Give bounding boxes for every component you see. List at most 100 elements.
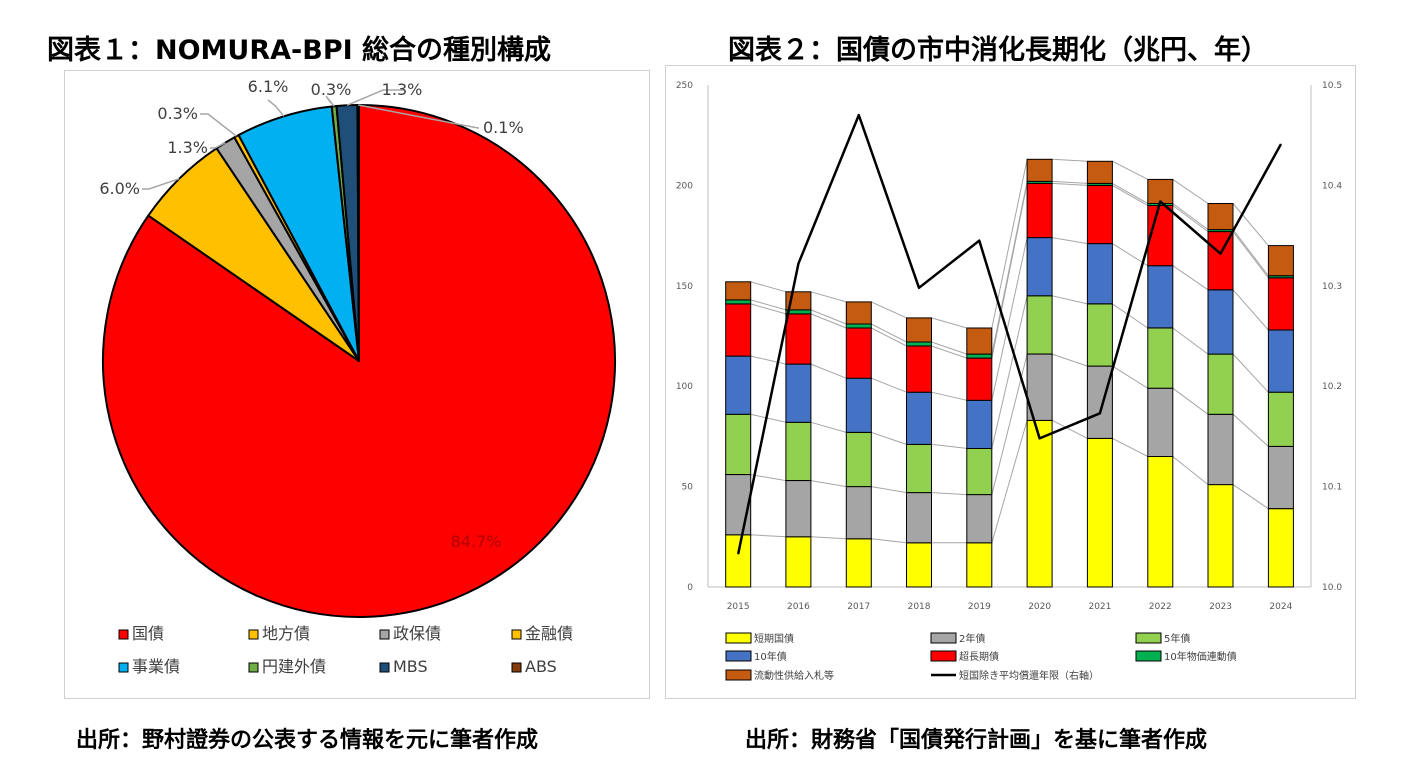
series-connector-line [1172,205,1209,233]
legend-label-0: 短期国債 [754,632,794,645]
bar-segment-2-3 [906,443,932,494]
pie-data-label-1: 6.0% [99,179,140,198]
pie-data-label-5: 0.3% [311,80,352,99]
x-tick-label-9: 2024 [1269,602,1292,612]
bar-segment-0-6 [1086,437,1113,588]
bar-segment-3-9 [1267,329,1294,393]
series-connector-line [750,299,787,311]
y-tick-label-left-4: 200 [676,181,693,191]
bar-segment-4-1 [785,313,812,365]
legend-swatch-4 [930,650,957,662]
series-connector-line [1172,456,1209,485]
avg-maturity-point-5 [1039,437,1041,439]
series-connector-line [1112,184,1148,206]
x-tick-label-0: 2015 [727,602,750,612]
bar-segment-2-2 [845,431,872,488]
series-connector-line [931,317,967,329]
bar-segment-3-3 [906,391,932,445]
series-connector-line [1112,303,1149,329]
bar-segment-6-8 [1207,203,1234,231]
avg-maturity-point-1 [797,263,799,265]
bar-segment-5-3 [906,341,932,347]
bar-segment-1-7 [1147,387,1174,458]
legend-swatch-4 [118,662,129,673]
bar-segment-3-6 [1086,243,1113,305]
bar-segment-0-8 [1207,484,1234,588]
avg-maturity-point-3 [918,287,920,289]
bar-segment-3-2 [845,377,872,433]
series-connector-line [1232,484,1269,510]
series-connector-line [1232,203,1269,246]
bar-segment-1-2 [845,486,872,540]
y-tick-label-right-5: 10.5 [1322,81,1342,91]
bar-segment-2-0 [725,413,752,475]
bar-segment-6-3 [906,317,932,343]
series-connector-line [1051,353,1088,367]
y-tick-label-right-1: 10.1 [1322,483,1342,493]
series-connector-line [871,301,907,319]
y-tick-label-left-0: 0 [687,583,693,593]
legend-swatch-6 [379,662,390,673]
pie-leader-line-7 [358,104,479,129]
legend-label-6: 流動性供給入札等 [754,669,834,682]
legend-label-7: ABS [525,657,557,676]
series-connector-line [1052,237,1088,245]
series-connector-line [931,345,968,359]
series-connector-line [750,474,787,482]
series-connector-line [991,295,1028,449]
bar-segment-2-6 [1086,303,1113,367]
bar-segment-0-9 [1267,508,1294,588]
legend-label-4: 事業債 [132,657,180,676]
bar-segment-0-1 [785,536,812,588]
series-connector-line [1232,231,1269,279]
x-tick-label-1: 2016 [787,602,810,612]
pie-data-label-0: 84.7% [451,532,502,551]
series-connector-line [1112,365,1149,389]
legend-label-3: 10年債 [754,650,787,663]
bar-segment-2-9 [1267,391,1294,447]
bar-segment-6-4 [966,327,993,355]
bar-segment-1-4 [966,494,993,544]
legend-swatch-0 [118,629,129,640]
series-connector-line [991,420,1028,543]
series-connector-line [1052,182,1088,186]
bar-segment-2-5 [1026,295,1053,355]
avg-maturity-point-4 [978,240,980,242]
series-connector-line [871,538,907,544]
series-connector-line [810,309,847,325]
y-tick-label-right-2: 10.2 [1322,382,1342,392]
series-connector-line [871,486,907,494]
legend-label-3: 金融債 [525,624,573,643]
bar-segment-4-8 [1207,231,1234,291]
x-tick-label-7: 2022 [1149,602,1172,612]
figure1-title: 図表１：NOMURA-BPI 総合の種別構成 [47,35,552,66]
series-connector-line [1052,180,1088,184]
series-connector-line [1112,437,1148,457]
y-tick-label-right-0: 10.0 [1322,583,1342,593]
pie-leader-line-5 [325,95,335,107]
bar-segment-3-8 [1207,289,1234,355]
bar-segment-1-1 [785,480,812,538]
legend-swatch-5 [248,662,259,673]
avg-maturity-point-7 [1159,200,1161,203]
series-connector-line [871,327,907,347]
pie-leader-line-6 [346,89,404,106]
series-connector-line [750,303,787,315]
series-connector-line [810,291,847,303]
bar-segment-0-4 [966,542,993,588]
pie-data-label-2: 1.3% [167,138,208,157]
bar-segment-4-2 [845,327,872,379]
y-tick-label-left-5: 250 [676,81,693,91]
bar-segment-0-7 [1147,456,1174,588]
x-tick-label-6: 2021 [1088,602,1111,612]
bar-segment-4-3 [906,345,932,393]
bar-segment-3-1 [785,363,812,423]
series-connector-line [1172,203,1209,231]
legend-label-6: MBS [393,657,428,676]
bar-segment-1-9 [1267,445,1294,510]
x-tick-label-2: 2017 [847,602,870,612]
bar-segment-3-7 [1147,265,1174,329]
bar-chart-panel: 0 50 100 150 200 250 10.0 10.1 10.2 10.3 10.4 10.5 2… [665,65,1356,699]
series-connector-line [750,281,787,293]
legend-swatch-5 [1135,650,1162,662]
